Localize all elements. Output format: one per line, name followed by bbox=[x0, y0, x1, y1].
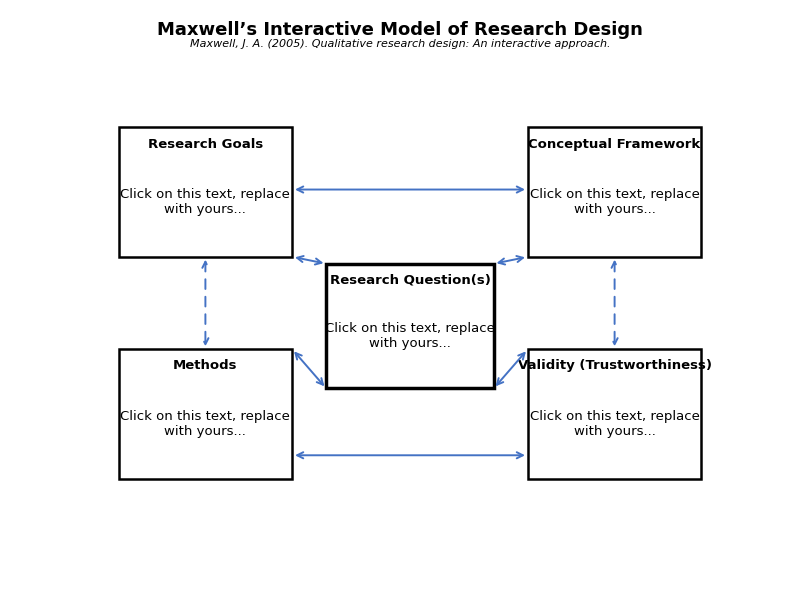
FancyBboxPatch shape bbox=[528, 349, 702, 479]
Text: Click on this text, replace
with yours...: Click on this text, replace with yours..… bbox=[530, 188, 699, 217]
Text: Click on this text, replace
with yours...: Click on this text, replace with yours..… bbox=[121, 410, 290, 438]
FancyBboxPatch shape bbox=[118, 349, 292, 479]
FancyBboxPatch shape bbox=[528, 127, 702, 257]
Text: Maxwell, J. A. (2005). Qualitative research design: An interactive approach.: Maxwell, J. A. (2005). Qualitative resea… bbox=[190, 39, 610, 49]
Text: Research Goals: Research Goals bbox=[148, 137, 263, 151]
Text: Click on this text, replace
with yours...: Click on this text, replace with yours..… bbox=[121, 188, 290, 217]
Text: Research Question(s): Research Question(s) bbox=[330, 274, 490, 287]
Text: Methods: Methods bbox=[173, 359, 238, 373]
FancyBboxPatch shape bbox=[326, 264, 494, 388]
Text: Maxwell’s Interactive Model of Research Design: Maxwell’s Interactive Model of Research … bbox=[157, 21, 643, 39]
Text: Click on this text, replace
with yours...: Click on this text, replace with yours..… bbox=[325, 322, 495, 350]
Text: Click on this text, replace
with yours...: Click on this text, replace with yours..… bbox=[530, 410, 699, 438]
Text: Validity (Trustworthiness): Validity (Trustworthiness) bbox=[518, 359, 712, 373]
Text: Conceptual Framework: Conceptual Framework bbox=[529, 137, 701, 151]
FancyBboxPatch shape bbox=[118, 127, 292, 257]
